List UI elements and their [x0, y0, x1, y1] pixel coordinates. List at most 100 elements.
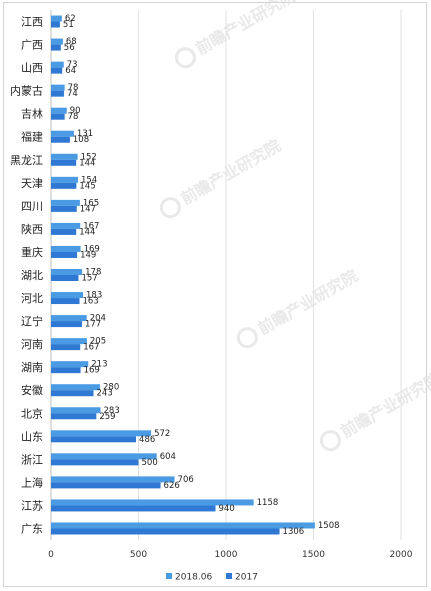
- bar-2018.06: [51, 522, 315, 529]
- data-label: 500: [142, 458, 158, 468]
- data-label: 486: [139, 435, 155, 445]
- data-label: 147: [80, 204, 96, 214]
- data-label: 78: [68, 112, 79, 122]
- bar-2018.06: [51, 384, 100, 391]
- data-label: 108: [73, 135, 89, 145]
- bar-2017: [51, 136, 70, 143]
- bar-2017: [51, 436, 137, 443]
- bar-2018.06: [51, 476, 175, 483]
- bar-2017: [51, 67, 63, 74]
- data-label: 283: [104, 406, 120, 416]
- category-label: 北京: [21, 406, 43, 420]
- bar-2018.06: [51, 315, 87, 322]
- watermark-text: 前瞻产业研究院: [255, 266, 362, 338]
- bar-2017: [51, 459, 139, 466]
- watermark-logo-icon: [319, 430, 341, 452]
- x-tick-label: 0: [48, 550, 54, 560]
- legend-entry: 2018.06: [175, 573, 212, 583]
- data-label: 169: [84, 366, 100, 376]
- bar-2017: [51, 90, 64, 97]
- bar-2018.06: [51, 15, 62, 22]
- watermark-logo-icon: [236, 327, 258, 349]
- bar-2018.06: [51, 453, 157, 460]
- data-label: 167: [83, 343, 99, 353]
- category-label: 天津: [21, 177, 43, 190]
- watermark-text: 前瞻产业研究院: [338, 369, 431, 441]
- data-label: 205: [90, 337, 106, 347]
- bar-2018.06: [51, 38, 63, 45]
- data-label: 169: [84, 244, 100, 254]
- data-label: 940: [219, 504, 235, 514]
- data-label: 1508: [318, 521, 340, 531]
- category-label: 福建: [21, 130, 43, 144]
- category-label: 吉林: [21, 107, 43, 121]
- watermark-text: 前瞻产业研究院: [193, 0, 300, 58]
- legend-swatch: [226, 573, 232, 579]
- category-label: 河北: [21, 292, 43, 305]
- bar-2017: [51, 344, 81, 351]
- bar-2017: [51, 390, 94, 397]
- bar-2017: [51, 44, 61, 51]
- category-label: 浙江: [21, 453, 43, 466]
- category-label: 湖北: [21, 269, 43, 282]
- category-label: 内蒙古: [10, 84, 43, 98]
- bar-2018.06: [51, 407, 101, 414]
- category-label: 安徽: [21, 383, 43, 397]
- watermark-text: 前瞻产业研究院: [178, 136, 285, 208]
- data-label: 131: [77, 129, 93, 139]
- data-label: 259: [99, 412, 115, 422]
- bar-2017: [51, 205, 77, 212]
- data-label: 572: [154, 429, 170, 439]
- bar-2018.06: [51, 176, 78, 183]
- bar-2018.06: [51, 61, 64, 68]
- bar-2018.06: [51, 107, 67, 114]
- category-label: 山东: [21, 430, 43, 443]
- watermark-logo-icon: [174, 47, 196, 69]
- bar-2017: [51, 113, 65, 120]
- watermark: 前瞻产业研究院: [319, 369, 431, 452]
- data-label: 167: [83, 221, 99, 231]
- bar-2017: [51, 367, 81, 374]
- bar-2018.06: [51, 499, 254, 506]
- bar-2017: [51, 505, 216, 512]
- data-label: 626: [164, 481, 180, 491]
- data-label: 204: [90, 314, 106, 324]
- data-label: 706: [178, 475, 194, 485]
- data-label: 144: [79, 227, 95, 237]
- data-label: 56: [64, 43, 75, 53]
- bar-2017: [51, 159, 77, 166]
- data-label: 144: [79, 158, 95, 168]
- bar-2018.06: [51, 292, 84, 299]
- data-label: 177: [85, 320, 101, 330]
- bar-2018.06: [51, 245, 81, 252]
- data-label: 604: [160, 452, 176, 462]
- data-label: 73: [67, 60, 78, 70]
- bar-2017: [51, 21, 60, 28]
- data-label: 1306: [283, 527, 305, 537]
- category-label: 江苏: [21, 499, 43, 512]
- category-label: 陕西: [21, 222, 43, 236]
- data-label: 1158: [257, 498, 279, 508]
- x-tick-label: 500: [130, 550, 147, 560]
- data-label: 78: [68, 83, 79, 93]
- data-label: 90: [70, 106, 81, 116]
- watermark: 前瞻产业研究院: [174, 0, 300, 69]
- legend-swatch: [166, 573, 172, 579]
- watermark-logo-icon: [159, 197, 181, 219]
- data-label: 74: [67, 89, 78, 99]
- bar-2017: [51, 228, 77, 235]
- legend-entry: 2017: [235, 573, 258, 583]
- category-label: 江西: [21, 16, 43, 29]
- bar-2018.06: [51, 130, 74, 137]
- watermark: 前瞻产业研究院: [236, 266, 362, 349]
- bar-2017: [51, 482, 161, 489]
- bar-2018.06: [51, 153, 78, 160]
- bar-2018.06: [51, 199, 80, 206]
- category-label: 四川: [21, 200, 43, 213]
- bar-2018.06: [51, 361, 89, 368]
- data-label: 165: [83, 198, 99, 208]
- category-label: 河南: [21, 338, 43, 351]
- category-label: 湖南: [21, 361, 43, 374]
- bar-2017: [51, 321, 82, 328]
